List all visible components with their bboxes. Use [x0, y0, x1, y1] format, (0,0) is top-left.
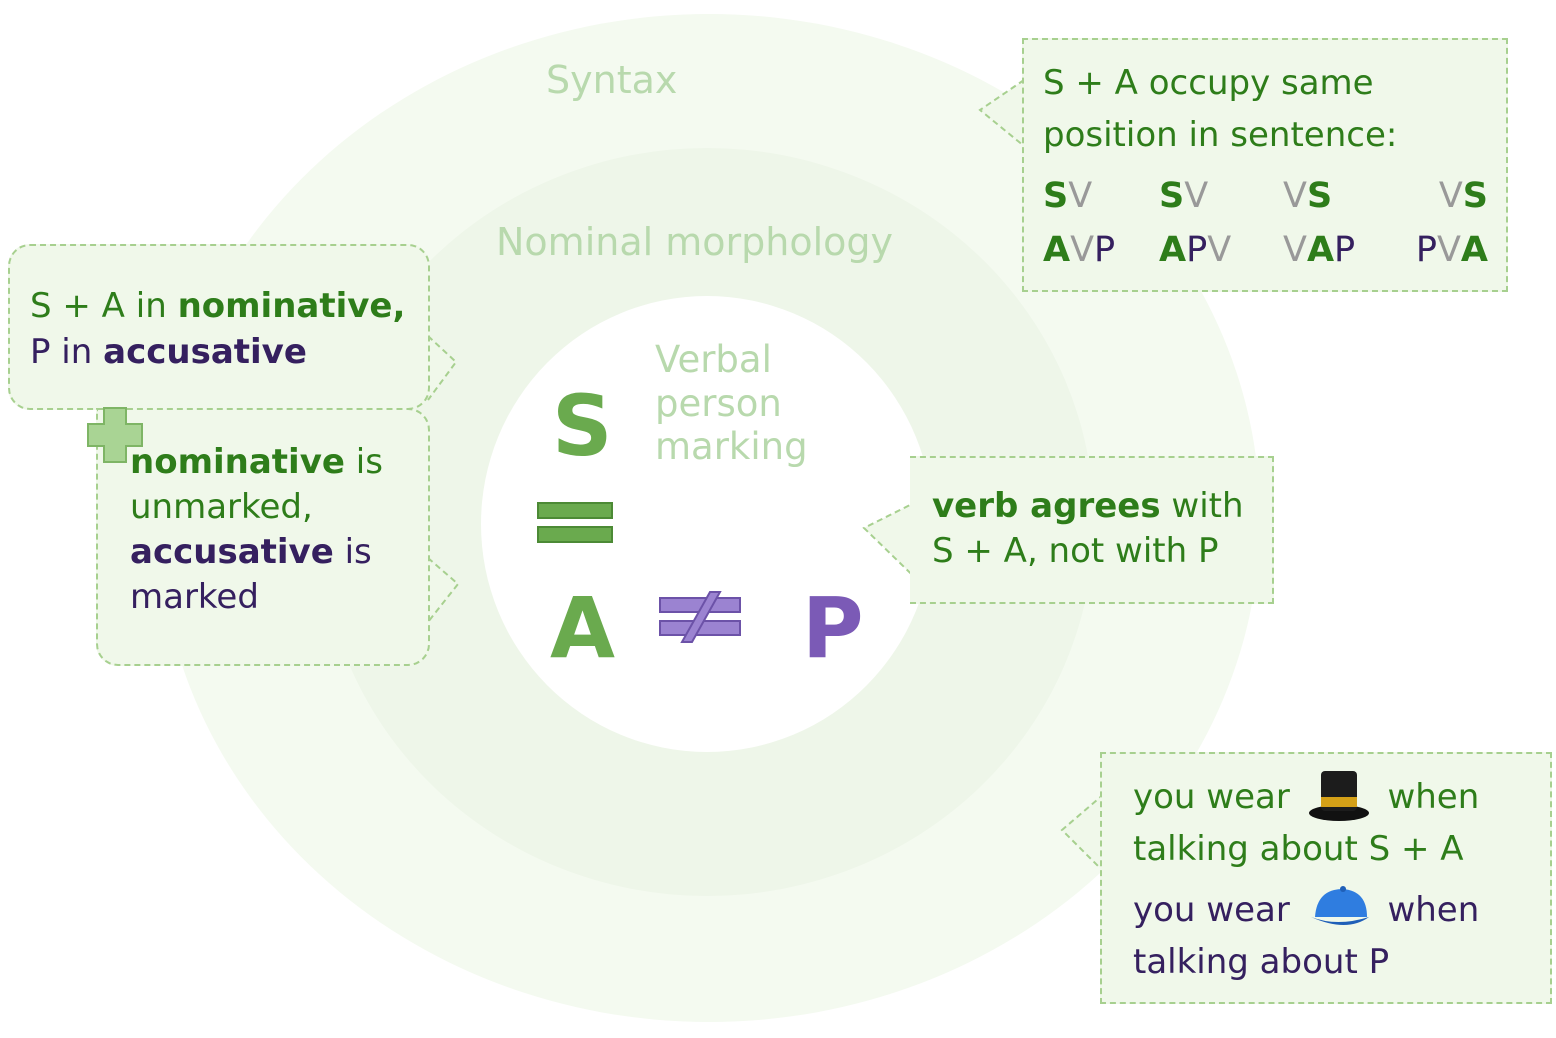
s-symbol: S: [552, 377, 613, 475]
word-order-token: V: [1436, 230, 1461, 270]
word-order-token: P: [1334, 230, 1356, 270]
case-box-pointer: [427, 335, 458, 401]
word-order: PVA: [1416, 228, 1488, 274]
agreement-callout-text: verb agrees with S + A, not with P: [932, 486, 1244, 571]
equals-icon: [537, 502, 613, 543]
word-order-token: V: [1283, 230, 1307, 270]
syntax-box-pointer: [978, 79, 1025, 147]
verbal-person-marking-label: Verbal person marking: [655, 338, 808, 469]
word-order-token: V: [1068, 176, 1093, 216]
word-order-token: V: [1283, 176, 1307, 216]
word-order-token: S: [1306, 176, 1333, 216]
syntax-label: Syntax: [546, 58, 678, 102]
word-order: SV: [1159, 174, 1208, 220]
word-order-token: S: [1043, 176, 1069, 216]
word-order-token: V: [1070, 230, 1095, 270]
case-callout: [8, 244, 430, 410]
word-order-token: V: [1207, 230, 1232, 270]
a-symbol: A: [550, 579, 616, 677]
case-callout-text: S + A in nominative, P in accusative: [30, 286, 406, 372]
top-hat-icon: [1308, 770, 1369, 821]
cap-icon: [1310, 885, 1369, 925]
marking-callout-text: nominative is unmarked, accusative is ma…: [130, 442, 383, 617]
word-order-token: V: [1184, 176, 1209, 216]
word-order-token: A: [1159, 230, 1187, 270]
word-order-token: P: [1415, 230, 1437, 270]
hat-box-pointer: [1060, 793, 1105, 873]
not-equal-icon: [659, 591, 741, 643]
word-order-token: P: [1186, 230, 1208, 270]
plus-icon: [87, 407, 143, 463]
word-order-token: A: [1460, 230, 1488, 270]
word-order: VS: [1283, 174, 1332, 220]
word-order: VAP: [1283, 228, 1355, 274]
word-order-token: V: [1438, 176, 1463, 216]
word-order: VS: [1439, 174, 1488, 220]
word-order: APV: [1159, 228, 1231, 274]
p-symbol: P: [802, 579, 864, 677]
word-order: AVP: [1043, 228, 1115, 274]
word-order-grid: SV SV VS VS AVP APV VAP PVA: [1043, 174, 1488, 284]
word-order-token: A: [1306, 230, 1335, 270]
word-order-token: S: [1462, 176, 1488, 216]
word-order-token: A: [1043, 230, 1071, 270]
marking-callout: [96, 408, 430, 666]
syntax-callout: [1022, 38, 1508, 292]
syntax-callout-text: S + A occupy same position in sentence:: [1043, 63, 1398, 155]
nominal-morphology-label: Nominal morphology: [496, 220, 894, 264]
word-order-token: S: [1159, 176, 1185, 216]
marking-box-pointer: [427, 557, 460, 623]
hat-callout-text: you wear when talking about S + A you we…: [1133, 770, 1479, 989]
word-order: SV: [1043, 174, 1092, 220]
word-order-token: P: [1094, 230, 1116, 270]
agreement-callout: [910, 456, 1274, 604]
verbal-marking-ring: [481, 296, 933, 752]
